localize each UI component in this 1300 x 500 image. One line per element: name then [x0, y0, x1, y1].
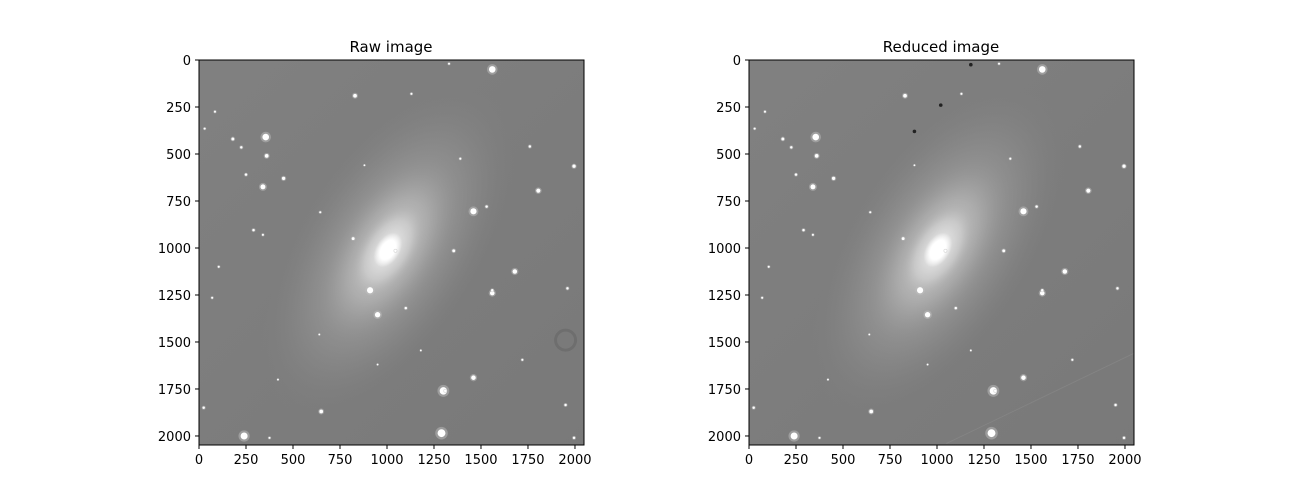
dark-pixel [912, 129, 917, 134]
y-tick-label: 1000 [708, 242, 741, 257]
y-tick-label: 1500 [158, 336, 191, 351]
y-tick-label: 1500 [708, 336, 741, 351]
y-tick-label: 1000 [158, 242, 191, 257]
y-tick-label: 0 [183, 54, 191, 69]
x-tick-label: 1500 [1014, 453, 1047, 468]
faint-trail [946, 352, 1134, 444]
x-tick-label: 500 [831, 453, 856, 468]
dark-pixel [969, 62, 973, 67]
y-tick-label: 0 [733, 54, 741, 69]
x-tick-label: 1000 [920, 453, 953, 468]
x-tick-label: 0 [745, 453, 753, 468]
y-tick-label: 1750 [158, 383, 191, 398]
dark-pixel [938, 103, 943, 107]
image-reduced [749, 60, 1134, 445]
y-tick-label: 750 [166, 195, 191, 210]
panel-reduced: Reduced image 0 250 500 750 1000 1250 1500 1750… [708, 38, 1142, 468]
y-tick-label: 250 [716, 101, 741, 116]
x-tick-label: 2000 [1108, 453, 1141, 468]
x-tick-label: 0 [195, 453, 203, 468]
x-tick-label: 750 [878, 453, 903, 468]
x-axis-reduced: 0 250 500 750 1000 1250 1500 1750 2000 [745, 445, 1142, 468]
y-tick-label: 500 [166, 148, 191, 163]
axes-frame-reduced [748, 59, 1135, 446]
x-tick-label: 250 [784, 453, 809, 468]
y-tick-label: 1750 [708, 383, 741, 398]
x-tick-label: 1000 [370, 453, 403, 468]
galaxy-core [923, 232, 953, 268]
galaxy [808, 81, 1067, 419]
galaxy-core [373, 232, 403, 268]
galaxy [258, 81, 517, 419]
y-tick-label: 2000 [158, 430, 191, 445]
panel-raw: Raw image 0 250 500 750 1000 1250 1500 1750 2000… [158, 38, 592, 468]
y-tick-label: 2000 [708, 430, 741, 445]
x-tick-label: 1750 [511, 453, 544, 468]
y-tick-label: 1250 [158, 289, 191, 304]
x-tick-label: 1250 [967, 453, 1000, 468]
x-tick-label: 1500 [464, 453, 497, 468]
y-tick-label: 500 [716, 148, 741, 163]
image-raw [199, 60, 584, 445]
y-axis-raw: 0 250 500 750 1000 1250 1500 1750 2000 [158, 54, 199, 445]
x-tick-label: 1250 [417, 453, 450, 468]
axes-frame-raw [198, 59, 585, 446]
panel-title-reduced: Reduced image [883, 38, 1000, 56]
dust-ring [554, 328, 578, 352]
y-axis-reduced: 0 250 500 750 1000 1250 1500 1750 2000 [708, 54, 749, 445]
panel-title-raw: Raw image [349, 38, 432, 56]
x-tick-label: 250 [234, 453, 259, 468]
x-axis-raw: 0 250 500 750 1000 1250 1500 1750 2000 [195, 445, 592, 468]
x-tick-label: 2000 [558, 453, 591, 468]
y-tick-label: 250 [166, 101, 191, 116]
y-tick-label: 1250 [708, 289, 741, 304]
y-tick-label: 750 [716, 195, 741, 210]
x-tick-label: 750 [328, 453, 353, 468]
x-tick-label: 500 [281, 453, 306, 468]
x-tick-label: 1750 [1061, 453, 1094, 468]
